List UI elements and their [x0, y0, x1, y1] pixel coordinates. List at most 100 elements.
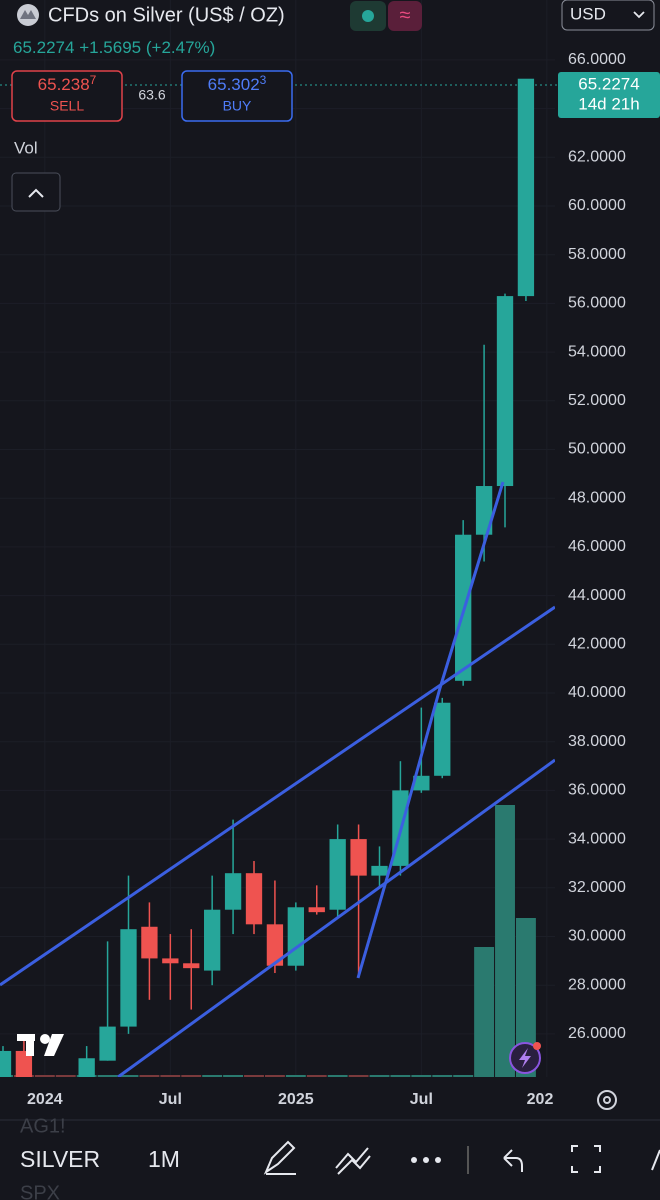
sell-label: SELL — [50, 98, 84, 114]
y-tick-label: 60.0000 — [568, 197, 626, 214]
candle-body — [120, 929, 137, 1027]
currency-label: USD — [570, 4, 606, 23]
candle-body — [266, 924, 284, 966]
candle-body — [15, 1050, 33, 1077]
y-tick-label: 32.0000 — [568, 879, 626, 896]
y-tick-label: 46.0000 — [568, 538, 626, 555]
collapse-button[interactable] — [11, 172, 61, 212]
x-tick-label: 2024 — [27, 1091, 63, 1108]
notification-dot — [533, 1042, 541, 1050]
candle-body — [475, 486, 493, 535]
dropdown-chevron — [633, 11, 645, 19]
candle-body — [141, 926, 158, 959]
buy-button[interactable] — [181, 70, 293, 122]
fullscreen-button[interactable] — [571, 1145, 601, 1173]
y-tick-label: 50.0000 — [568, 441, 626, 458]
volume-bar — [306, 1075, 327, 1077]
y-tick-label: 42.0000 — [568, 636, 626, 653]
more-button[interactable] — [411, 1157, 441, 1163]
volume-bar — [474, 947, 495, 1077]
x-tick-label: 2025 — [278, 1091, 314, 1108]
volume-bar — [515, 918, 536, 1077]
volume-bar — [411, 1075, 432, 1077]
volume-bar — [369, 1075, 390, 1077]
y-tick-label: 54.0000 — [568, 343, 626, 360]
y-tick-label: 52.0000 — [568, 392, 626, 409]
quote-line: 65.2274 +1.5695 (+2.47%) — [13, 38, 215, 57]
logo-part — [26, 1034, 34, 1056]
buy-pip: 3 — [260, 73, 267, 87]
volume-bar — [160, 1075, 181, 1077]
channel-lower — [117, 758, 555, 1077]
trend-steep — [356, 481, 505, 979]
sell-button[interactable] — [11, 70, 123, 122]
volume-bar — [202, 1075, 223, 1077]
trend-lines — [0, 481, 555, 1077]
candle-body — [371, 865, 388, 876]
y-tick-label: 38.0000 — [568, 733, 626, 750]
lightning-icon — [519, 1048, 531, 1068]
sell-price: 65.2387 — [38, 73, 97, 94]
x-tick-label: Jul — [159, 1091, 182, 1108]
undo-button[interactable] — [503, 1149, 523, 1172]
settings-inner — [603, 1096, 611, 1104]
y-tick-label: 66.0000 — [568, 51, 626, 68]
x-tick-label: Jul — [410, 1091, 433, 1108]
interval[interactable]: 1M — [148, 1146, 180, 1172]
candle-body — [224, 873, 242, 910]
y-tick-label: 56.0000 — [568, 295, 626, 312]
plot — [0, 78, 555, 1077]
y-tick-label: 28.0000 — [568, 976, 626, 993]
candle-body — [0, 1050, 12, 1077]
y-tick-label: 62.0000 — [568, 149, 626, 166]
candle-body — [517, 78, 535, 297]
volume-bar — [244, 1075, 264, 1077]
volume-bar — [139, 1075, 160, 1077]
volume-bar — [223, 1075, 244, 1077]
symbol[interactable]: SILVER — [20, 1146, 100, 1172]
candle-body — [496, 296, 514, 487]
y-tick-label: 48.0000 — [568, 489, 626, 506]
countdown: 14d 21h — [578, 94, 639, 113]
indicators-tool[interactable] — [335, 1147, 371, 1175]
volume-bar — [118, 1075, 139, 1077]
logo-part — [44, 1034, 64, 1056]
last-price-tag — [558, 72, 660, 118]
y-tick-label: 40.0000 — [568, 684, 626, 701]
more-edge — [651, 1149, 660, 1171]
candle-body — [99, 1026, 116, 1061]
indicator-label: Vol — [14, 138, 38, 157]
volume-bar — [34, 1075, 55, 1077]
volume-bar — [181, 1075, 202, 1077]
volume-bar — [285, 1075, 306, 1077]
next-symbol: SPX — [20, 1182, 60, 1200]
candle-body — [245, 873, 263, 925]
volume-bar — [432, 1075, 453, 1077]
dot — [435, 1157, 441, 1163]
change: +1.5695 — [79, 38, 141, 57]
settings-button[interactable] — [597, 1090, 617, 1110]
candle-body — [413, 775, 430, 791]
data-delay-button[interactable] — [388, 1, 422, 31]
y-tick-label: 36.0000 — [568, 782, 626, 799]
volume-bar — [97, 1075, 118, 1077]
candle-body — [434, 702, 451, 776]
volume-bar — [55, 1075, 76, 1077]
quote: 65.2274 — [13, 38, 74, 57]
candle-body — [162, 958, 179, 964]
draw-tool[interactable] — [263, 1140, 296, 1175]
data-delay-icon: ≈ — [400, 4, 411, 26]
currency-dropdown[interactable] — [561, 0, 655, 31]
buy-price-main: 65.302 — [208, 75, 260, 94]
dot — [423, 1157, 429, 1163]
candle-body — [329, 839, 346, 910]
y-tick-label: 34.0000 — [568, 830, 626, 847]
y-tick-label: 30.0000 — [568, 928, 626, 945]
symbol-icon-glyph — [20, 10, 36, 19]
dot — [411, 1157, 417, 1163]
volume-bar — [453, 1075, 474, 1077]
market-open-dot — [362, 10, 374, 22]
candle-body — [287, 907, 304, 966]
